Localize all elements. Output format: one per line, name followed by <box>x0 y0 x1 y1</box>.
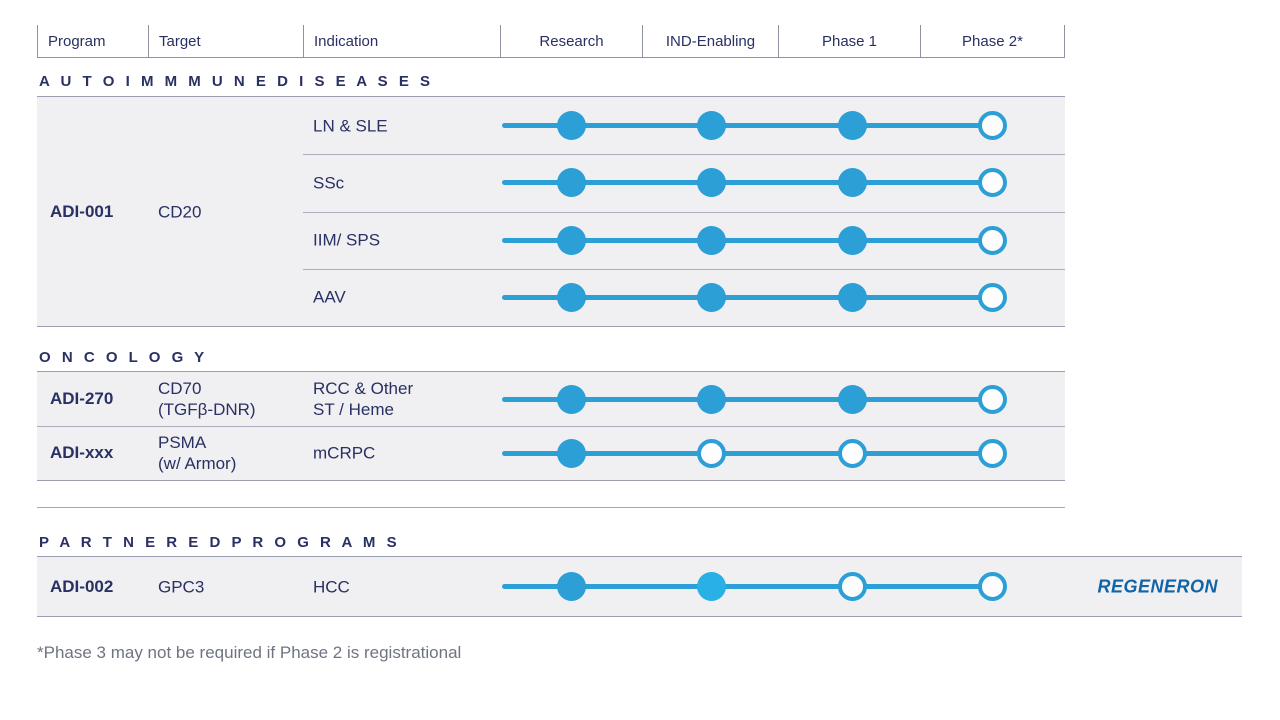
regeneron-partner-logo: REGENERON <box>1097 576 1218 596</box>
milestone-dot-filled <box>556 225 586 255</box>
phase-timeline <box>502 557 1007 616</box>
indication-label: SSc <box>313 173 345 193</box>
milestone-dot-open <box>837 572 867 601</box>
program-name: ADI-001 <box>50 201 114 221</box>
milestone-dot-filled-light <box>696 572 726 601</box>
column-header-indication: Indication <box>303 25 500 57</box>
row-divider <box>303 211 1065 213</box>
section-title-autoimmune: A U T O I M M M U N E D I S E A S E S <box>39 73 434 90</box>
pipeline-row: ADI-270 CD70 (TGFβ-DNR) RCC & Other ST /… <box>37 372 1065 426</box>
program-target: CD70 (TGFβ-DNR) <box>158 378 256 420</box>
milestone-dot-filled <box>696 225 726 255</box>
milestone-dot-filled <box>837 384 867 414</box>
program-name: ADI-xxx <box>50 443 114 462</box>
indication-label: mCRPC <box>313 443 376 463</box>
milestone-dot-filled <box>696 111 726 141</box>
pipeline-row: ADI-002 GPC3 HCC REGENERON <box>37 557 1242 616</box>
progress-line <box>502 294 992 300</box>
milestone-dot-filled <box>837 225 867 255</box>
indication-label: RCC & Other ST / Heme <box>313 378 413 420</box>
progress-line <box>502 396 992 402</box>
section-divider-rule <box>37 507 1065 508</box>
column-header-program: Program <box>37 25 148 57</box>
milestone-dot-filled <box>556 168 586 198</box>
progress-line <box>502 584 992 589</box>
pipeline-row: AAV <box>37 268 1065 326</box>
progress-line <box>502 180 992 186</box>
phase-timeline <box>502 269 1007 326</box>
program-target: CD20 <box>158 202 202 221</box>
milestone-dot-filled <box>556 111 586 141</box>
pipeline-row: SSc <box>37 154 1065 211</box>
milestone-dot-filled <box>696 384 726 414</box>
milestone-dot-open <box>977 225 1007 255</box>
milestone-dot-filled <box>556 438 586 468</box>
pipeline-row: ADI-xxx PSMA (w/ Armor) mCRPC <box>37 426 1065 480</box>
milestone-dot-filled <box>837 168 867 198</box>
indication-label: IIM/ SPS <box>313 230 381 250</box>
target-line: (TGFβ-DNR) <box>158 400 256 419</box>
indication-label: AAV <box>313 287 346 307</box>
row-divider <box>303 154 1065 156</box>
section-title-partnered: P A R T N E R E D P R O G R A M S <box>39 534 401 551</box>
milestone-dot-open <box>977 572 1007 601</box>
milestone-dot-filled <box>837 111 867 141</box>
milestone-dot-filled <box>556 572 586 601</box>
column-header-ind-enabling: IND-Enabling <box>642 25 778 57</box>
milestone-dot-filled <box>556 282 586 312</box>
milestone-dot-open <box>977 282 1007 312</box>
milestone-dot-filled <box>837 282 867 312</box>
program-target: PSMA (w/ Armor) <box>158 432 236 474</box>
target-line: PSMA <box>158 433 207 452</box>
target-line: CD70 <box>158 379 202 398</box>
column-header-target: Target <box>148 25 303 57</box>
phase-timeline <box>502 212 1007 269</box>
milestone-dot-open <box>977 438 1007 468</box>
milestone-dot-open <box>977 168 1007 198</box>
column-header-phase-2: Phase 2* <box>920 25 1065 57</box>
pipeline-row: IIM/ SPS <box>37 211 1065 269</box>
progress-line <box>502 123 992 129</box>
phase-timeline <box>502 372 1007 426</box>
target-line: (w/ Armor) <box>158 454 237 473</box>
phase-timeline <box>502 97 1007 154</box>
milestone-dot-open <box>977 384 1007 414</box>
milestone-dot-filled <box>556 384 586 414</box>
indication-line: ST / Heme <box>313 400 394 419</box>
milestone-dot-open <box>977 111 1007 141</box>
oncology-program-block: ADI-270 CD70 (TGFβ-DNR) RCC & Other ST /… <box>37 371 1065 481</box>
indication-line: RCC & Other <box>313 379 414 398</box>
autoimmune-program-block: ADI-001 CD20 LN & SLE SSc IIM/ SPS AAV <box>37 96 1065 327</box>
milestone-dot-open <box>696 438 726 468</box>
phase-timeline <box>502 154 1007 211</box>
milestone-dot-filled <box>696 168 726 198</box>
phase-timeline <box>502 426 1007 480</box>
indication-label: LN & SLE <box>313 116 388 136</box>
progress-line <box>502 450 992 456</box>
table-header: Program Target Indication Research IND-E… <box>37 25 1065 58</box>
progress-line <box>502 237 992 243</box>
program-target: GPC3 <box>158 577 205 596</box>
indication-label: HCC <box>313 577 350 596</box>
column-header-research: Research <box>500 25 642 57</box>
milestone-dot-open <box>837 438 867 468</box>
column-header-phase-1: Phase 1 <box>778 25 920 57</box>
milestone-dot-filled <box>696 282 726 312</box>
program-name: ADI-270 <box>50 389 114 408</box>
partnered-program-block: ADI-002 GPC3 HCC REGENERON <box>37 556 1242 617</box>
row-divider <box>37 426 1065 427</box>
row-divider <box>303 268 1065 270</box>
footnote: *Phase 3 may not be required if Phase 2 … <box>37 643 462 662</box>
program-name: ADI-002 <box>50 576 114 596</box>
section-title-oncology: O N C O L O G Y <box>39 349 208 366</box>
pipeline-row: LN & SLE <box>37 97 1065 154</box>
